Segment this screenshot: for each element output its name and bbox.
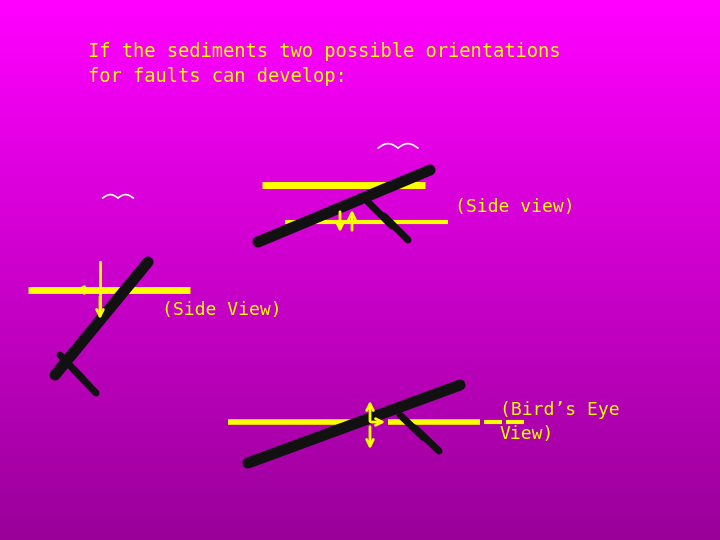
Text: If the sediments two possible orientations: If the sediments two possible orientatio…	[88, 42, 560, 61]
Text: (Bird’s Eye
View): (Bird’s Eye View)	[500, 401, 620, 443]
Text: for faults can develop:: for faults can develop:	[88, 67, 347, 86]
Text: (Side View): (Side View)	[162, 301, 282, 319]
Text: (Side view): (Side view)	[455, 198, 575, 216]
